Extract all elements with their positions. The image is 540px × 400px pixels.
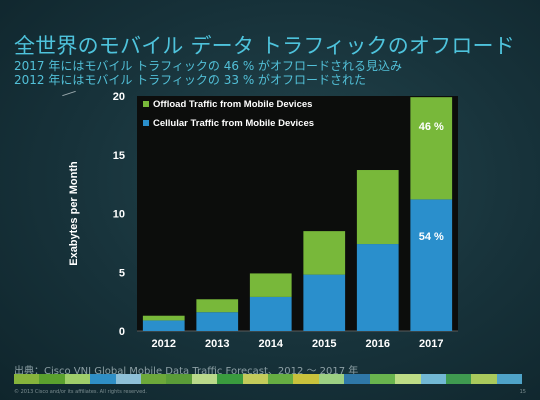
color-strip-segment [242,374,269,384]
color-strip [14,374,523,384]
color-strip-segment [64,374,91,384]
y-tick-label: 0 [119,326,125,338]
x-tick-label: 2013 [205,338,229,350]
color-strip-segment [115,374,142,384]
color-strip-segment [39,374,65,384]
bar-cellular [249,296,292,331]
color-strip-segment [293,374,319,384]
x-tick-label: 2016 [366,338,390,350]
y-tick-label: 15 [113,150,125,162]
x-tick-label: 2012 [152,338,176,350]
x-tick-label: 2014 [259,338,284,350]
bar-cellular [356,244,399,331]
data-label: 54 % [419,231,444,243]
legend-label: Cellular Traffic from Mobile Devices [153,118,314,129]
bar-cellular [303,274,346,331]
bar-offload [410,97,453,200]
bar-offload [196,299,239,313]
subtitle-line-2: 2012 年にはモバイル トラフィックの 33 % がオフロードされた [14,73,367,87]
color-strip-segment [318,374,345,384]
bar-offload [356,170,399,245]
color-strip-segment [420,374,446,384]
legend-swatch [143,120,149,126]
source-note: 出典：Cisco VNI Global Mobile Data Traffic … [14,366,359,377]
y-tick-label: 5 [119,267,125,279]
bar-cellular [410,199,453,331]
y-axis-label: Exabytes per Month [68,161,80,266]
color-strip-segment [90,374,116,384]
color-strip-segment [344,374,370,384]
page-number: 15 [519,389,526,395]
color-strip-segment [141,374,167,384]
legend-swatch [143,101,149,107]
x-tick-label: 2015 [312,338,336,350]
color-strip-segment [395,374,421,384]
bar-offload [249,273,292,297]
bar-offload [303,231,346,275]
color-strip-segment [217,374,243,384]
y-tick-label: 10 [113,209,125,221]
y-tick-label: 20 [113,91,125,103]
bar-cellular [196,312,239,331]
color-strip-segment [445,374,472,384]
color-strip-segment [471,374,497,384]
bar-offload [142,315,185,321]
plot-area [137,96,458,331]
color-strip-segment [369,374,396,384]
slide-title: 全世界のモバイル データ トラフィックのオフロード [14,34,515,58]
subtitle-line-1: 2017 年にはモバイル トラフィックの 46 % がオフロードされる見込み [14,59,403,73]
color-strip-segment [14,374,40,384]
color-strip-segment [268,374,294,384]
color-strip-segment [496,374,523,384]
legend-label: Offload Traffic from Mobile Devices [153,99,312,110]
data-label: 46 % [419,121,444,133]
x-tick-label: 2017 [419,338,443,350]
bar-cellular [142,320,185,331]
color-strip-segment [191,374,218,384]
color-strip-segment [166,374,192,384]
copyright-text: © 2013 Cisco and/or its affiliates. All … [14,389,147,395]
